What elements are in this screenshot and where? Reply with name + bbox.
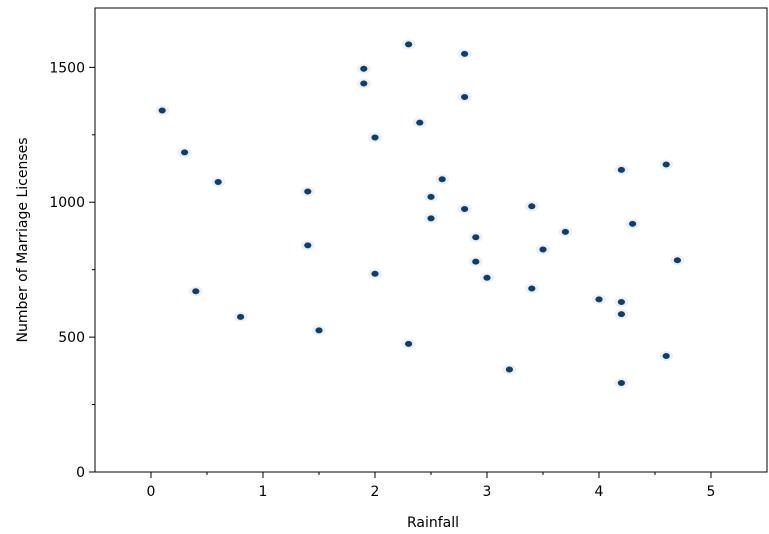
data-point <box>360 65 368 72</box>
x-tick-label: 1 <box>259 484 268 500</box>
plot-area <box>94 7 768 473</box>
data-point <box>181 149 189 156</box>
data-point <box>617 166 626 173</box>
data-point <box>505 366 513 373</box>
data-point <box>416 119 424 126</box>
y-axis-label: Number of Marriage Licenses <box>15 137 31 342</box>
data-points <box>155 39 685 388</box>
data-point <box>158 107 166 114</box>
data-point <box>315 327 323 334</box>
data-point <box>617 379 626 386</box>
data-point <box>662 161 670 168</box>
data-point <box>528 285 536 292</box>
y-tick-label: 1500 <box>49 60 85 76</box>
data-point <box>617 311 626 318</box>
data-point <box>472 234 480 241</box>
data-point <box>427 193 435 200</box>
data-point <box>192 288 200 295</box>
x-axis: 0 1 2 3 4 5 <box>147 472 716 500</box>
data-point <box>371 134 379 141</box>
y-tick-label: 0 <box>76 465 85 481</box>
data-point <box>617 299 626 306</box>
data-point <box>539 246 547 253</box>
data-point <box>304 188 312 195</box>
data-point <box>673 257 682 264</box>
data-point <box>472 258 480 265</box>
data-point <box>405 340 413 347</box>
data-point <box>371 270 379 277</box>
data-point <box>662 353 670 359</box>
data-point <box>528 203 536 210</box>
x-tick-label: 0 <box>147 484 156 500</box>
data-point <box>461 94 469 101</box>
y-tick-label: 500 <box>58 330 85 346</box>
data-point <box>237 313 245 320</box>
data-point <box>214 179 222 185</box>
data-point <box>461 50 469 57</box>
data-point <box>561 228 570 235</box>
data-point <box>438 176 446 183</box>
x-tick-label: 4 <box>595 484 604 500</box>
y-tick-label: 1000 <box>49 195 85 211</box>
data-point <box>595 296 603 303</box>
x-tick-label: 5 <box>707 484 716 500</box>
x-tick-label: 2 <box>371 484 380 500</box>
data-point <box>483 274 491 281</box>
data-point <box>304 242 312 249</box>
x-tick-label: 3 <box>483 484 492 500</box>
data-point <box>461 205 469 212</box>
y-axis: 0 500 1000 1500 <box>49 60 95 481</box>
data-point <box>629 220 637 227</box>
data-point <box>360 80 368 87</box>
data-point <box>405 41 413 48</box>
data-point <box>427 215 435 222</box>
x-axis-label: Rainfall <box>407 515 459 531</box>
